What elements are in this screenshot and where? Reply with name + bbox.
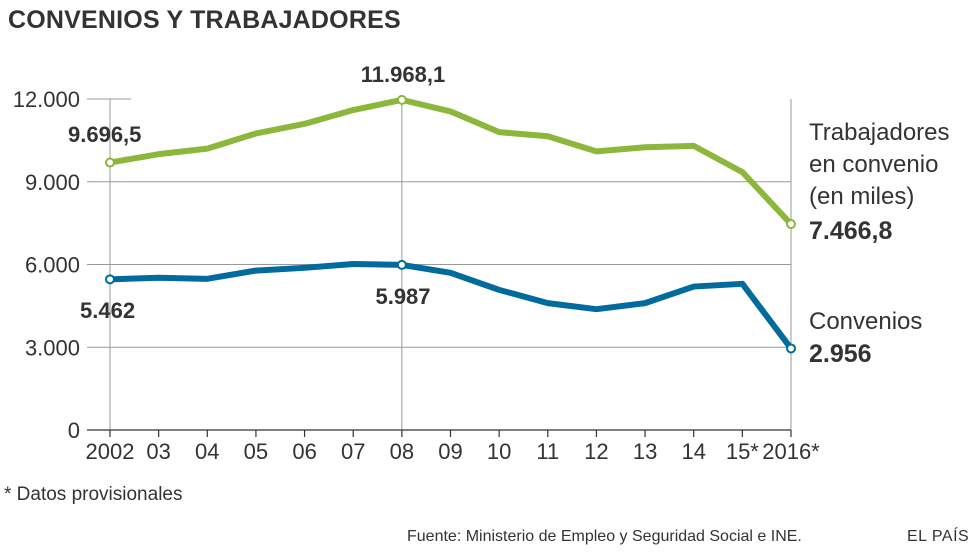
x-tick-label: 2016*: [762, 439, 820, 464]
y-tick-label: 9.000: [25, 170, 80, 195]
convenios-point-marker: [105, 274, 115, 285]
x-tick-label: 09: [438, 439, 462, 464]
convenios-data-label: 5.462: [80, 298, 135, 323]
convenios-data-label: 5.987: [375, 284, 430, 309]
footnote: * Datos provisionales: [4, 484, 183, 505]
x-tick-label: 05: [244, 439, 268, 464]
trabajadores-series-line: [107, 96, 794, 228]
x-tick-label: 2002: [86, 439, 135, 464]
brand-logo: EL PAÍS: [907, 528, 970, 545]
convenios-end-value: 2.956: [809, 340, 872, 368]
chart-title: CONVENIOS Y TRABAJADORES: [8, 6, 401, 34]
y-tick-label: 12.000: [13, 87, 80, 112]
x-tick-label: 10: [487, 439, 511, 464]
trabajadores-point-marker: [786, 219, 796, 230]
y-tick-label: 6.000: [25, 253, 80, 278]
x-tick-label: 04: [195, 439, 219, 464]
trabajadores-series-name: (en miles): [809, 183, 914, 210]
x-tick-label: 13: [633, 439, 657, 464]
x-tick-label: 14: [681, 439, 705, 464]
convenios-series-name: Convenios: [809, 308, 922, 335]
label-layer: 9.696,5 11.968,1 5.462 5.987 Trabajadores en …: [68, 62, 950, 368]
trabajadores-point-marker: [396, 94, 407, 105]
trabajadores-data-label: 11.968,1: [361, 62, 445, 87]
x-tick-label: 06: [292, 439, 316, 464]
trabajadores-series-name: en convenio: [809, 151, 938, 178]
x-tick-label: 15*: [726, 439, 759, 464]
y-tick-label: 0: [68, 418, 80, 443]
convenios-series-line: [107, 260, 794, 352]
y-tick-label: 3.000: [25, 335, 80, 360]
convenios-point-marker: [786, 343, 796, 354]
x-tick-label: 08: [390, 439, 414, 464]
x-tick-label: 03: [146, 439, 170, 464]
trabajadores-data-label: 9.696,5: [68, 122, 141, 147]
source-note: Fuente: Ministerio de Empleo y Seguridad…: [407, 528, 802, 545]
x-tick-label: 12: [584, 439, 608, 464]
trabajadores-end-value: 7.466,8: [809, 217, 893, 245]
series-layer: [105, 94, 796, 354]
x-tick-label: 07: [341, 439, 365, 464]
axis-layer: 0 3.000 6.000 9.000 12.000 2002 03 04 05 06 07 08 09…: [13, 87, 820, 464]
x-tick-label: 11: [536, 439, 559, 464]
trabajadores-series-name: Trabajadores: [809, 119, 950, 146]
trabajadores-point-marker: [105, 157, 115, 168]
convenios-point-marker: [396, 259, 407, 270]
